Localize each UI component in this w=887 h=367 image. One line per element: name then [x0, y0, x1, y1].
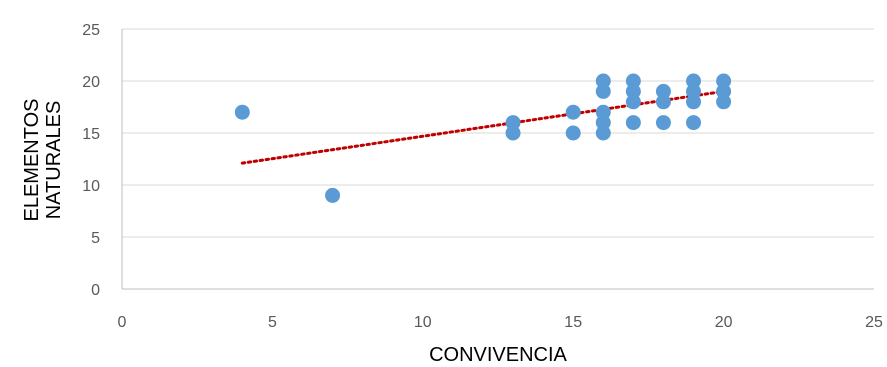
x-tick-labels: 0 5 10 15 20 25: [118, 314, 883, 331]
data-point-9: [595, 115, 611, 131]
data-point-8: [595, 104, 611, 120]
y-tick-label-1: 5: [91, 230, 100, 247]
data-point-12: [625, 83, 641, 99]
y-tick-labels: 0 5 10 15 20 25: [82, 22, 100, 299]
x-axis-title: CONVIVENCIA: [429, 344, 567, 366]
data-point-19: [686, 83, 702, 99]
data-point-15: [655, 83, 671, 99]
y-tick-label-3: 15: [82, 126, 100, 143]
data-point-17: [655, 115, 671, 131]
data-point-18: [686, 73, 702, 89]
y-tick-label-5: 25: [82, 22, 100, 39]
data-point-4: [565, 104, 581, 120]
data-points: [234, 73, 732, 203]
data-point-5: [565, 125, 581, 141]
y-tick-label-4: 20: [82, 74, 100, 91]
x-tick-label-1: 5: [268, 314, 277, 331]
y-tick-label-0: 0: [91, 282, 100, 299]
axes: [121, 29, 874, 290]
data-point-7: [595, 83, 611, 99]
x-tick-label-2: 10: [414, 314, 432, 331]
y-axis-title-line-2: NATURALES: [43, 101, 65, 220]
y-tick-label-2: 10: [82, 178, 100, 195]
data-point-23: [716, 83, 732, 99]
data-point-21: [686, 115, 702, 131]
gridlines: [122, 28, 874, 238]
y-axis-title-line-1: ELEMENTOS: [21, 99, 43, 222]
data-point-24: [716, 94, 732, 110]
data-point-6: [595, 73, 611, 89]
data-point-20: [686, 94, 702, 110]
x-tick-label-0: 0: [118, 314, 127, 331]
data-point-3: [505, 125, 521, 141]
data-point-13: [625, 94, 641, 110]
data-point-2: [505, 115, 521, 131]
data-point-14: [625, 115, 641, 131]
x-tick-label-5: 25: [865, 314, 883, 331]
data-point-11: [625, 73, 641, 89]
data-point-1: [325, 187, 341, 203]
data-point-10: [595, 125, 611, 141]
data-point-22: [716, 73, 732, 89]
trendline-group: [240, 89, 726, 165]
data-point-16: [655, 94, 671, 110]
x-tick-label-3: 15: [564, 314, 582, 331]
data-point-0: [234, 104, 250, 120]
trendline: [240, 89, 726, 165]
x-tick-label-4: 20: [715, 314, 733, 331]
